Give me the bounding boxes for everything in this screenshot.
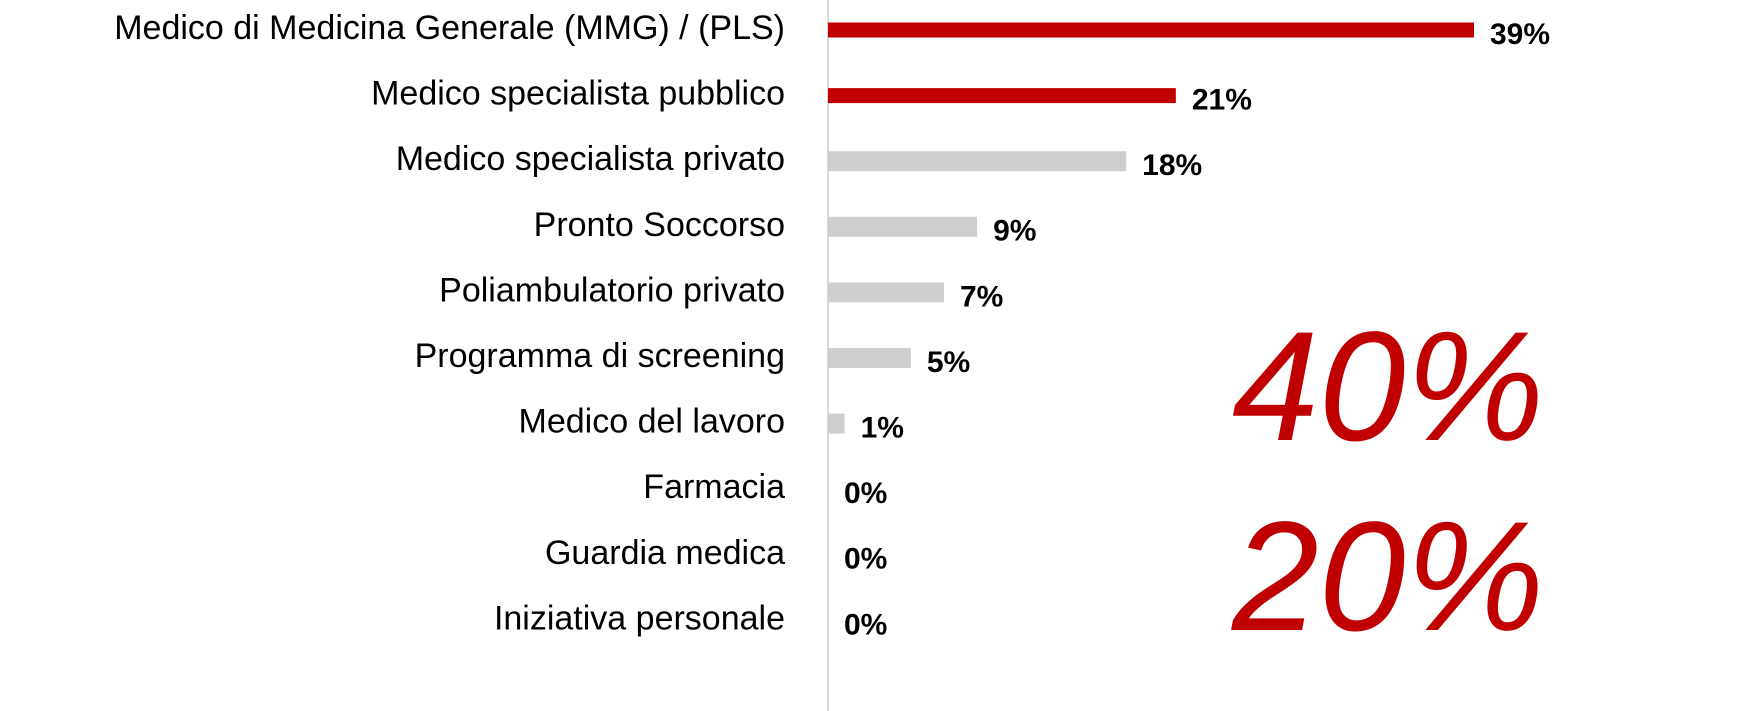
value-label: 1% xyxy=(861,412,904,445)
value-label: 0% xyxy=(844,543,887,576)
category-label: Guardia medica xyxy=(545,534,785,572)
bar xyxy=(828,282,944,303)
value-label: 5% xyxy=(927,346,970,379)
value-label: 39% xyxy=(1490,18,1550,51)
category-label: Medico specialista pubblico xyxy=(371,75,785,113)
category-label: Medico di Medicina Generale (MMG) / (PLS… xyxy=(114,9,785,47)
category-label: Poliambulatorio privato xyxy=(439,271,785,309)
bar xyxy=(828,413,845,434)
bar xyxy=(828,348,911,368)
bar xyxy=(828,22,1474,38)
category-label: Iniziativa personale xyxy=(494,599,785,637)
category-label: Programma di screening xyxy=(415,337,785,375)
bar xyxy=(828,151,1127,172)
category-label: Medico specialista privato xyxy=(396,140,785,178)
value-label: 9% xyxy=(993,215,1036,248)
bar xyxy=(828,88,1176,104)
value-label: 0% xyxy=(844,477,887,510)
category-label: Pronto Soccorso xyxy=(534,206,785,244)
category-label: Medico del lavoro xyxy=(519,403,785,441)
value-label: 7% xyxy=(960,280,1003,313)
annotation: 20% xyxy=(1231,490,1544,664)
value-label: 0% xyxy=(844,608,887,641)
value-label: 18% xyxy=(1142,149,1202,182)
category-label: Farmacia xyxy=(643,468,785,506)
annotation: 40% xyxy=(1232,300,1544,474)
value-label: 21% xyxy=(1192,84,1252,117)
bar xyxy=(828,216,978,237)
